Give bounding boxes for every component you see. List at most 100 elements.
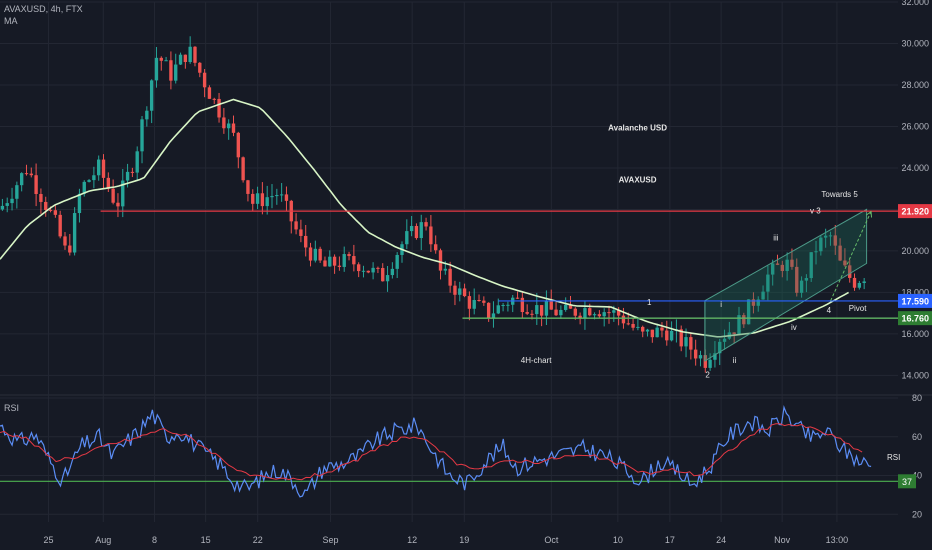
candle-body: [669, 330, 674, 341]
candle-body: [819, 237, 823, 252]
candle-body: [616, 310, 621, 316]
indicator-label-rsi: RSI: [4, 403, 19, 413]
candle-body: [299, 229, 303, 236]
candle-body: [352, 256, 356, 265]
candle-body: [852, 277, 857, 288]
candle-body: [809, 252, 813, 279]
x-tick-label: 12: [407, 535, 417, 545]
candle-body: [111, 188, 115, 203]
candle-body: [477, 300, 481, 302]
trend-channel: [704, 208, 868, 362]
y-tick-label: 14.000: [901, 370, 929, 380]
candle-body: [429, 226, 433, 245]
candle-body: [804, 278, 809, 281]
price-pane: [0, 36, 866, 373]
candle-body: [53, 210, 58, 215]
candle-body: [241, 157, 245, 181]
candle-body: [347, 254, 351, 257]
candle-body: [361, 270, 366, 272]
candle-body: [275, 195, 279, 197]
candle-body: [790, 259, 794, 267]
candle-body: [279, 194, 284, 196]
projection-arrow-head: [865, 210, 873, 218]
candle-body: [63, 236, 67, 246]
candle-body: [563, 304, 568, 310]
candle-body: [419, 222, 423, 239]
candle-body: [106, 177, 111, 189]
candle-body: [318, 248, 322, 261]
candle-body: [332, 256, 337, 266]
candle-body: [491, 313, 496, 318]
candle-body: [592, 314, 597, 316]
candle-body: [342, 254, 346, 267]
rsi-y-tick-label: 20: [912, 509, 922, 519]
candle-body: [520, 297, 525, 313]
candle-body: [795, 266, 799, 293]
rsi-y-tick-label: 60: [912, 432, 922, 442]
candle-body: [337, 265, 342, 267]
candle-body: [140, 119, 144, 152]
candle-body: [19, 173, 24, 186]
candle-body: [97, 159, 101, 176]
candle-body: [862, 281, 866, 284]
x-tick-label: 22: [253, 535, 263, 545]
candle-body: [751, 299, 756, 306]
annotation-text: ii: [733, 356, 737, 365]
y-tick-label: 26.000: [901, 121, 929, 131]
candle-body: [703, 355, 707, 368]
candle-body: [848, 265, 852, 278]
candle-body: [525, 312, 529, 314]
candle-body: [198, 62, 202, 73]
candle-body: [236, 132, 240, 158]
candle-body: [174, 64, 178, 81]
annotation-text: 4: [827, 306, 832, 315]
candle-body: [746, 299, 751, 325]
y-tick-label: 18.000: [901, 287, 929, 297]
candle-body: [385, 275, 390, 282]
candle-body: [486, 302, 491, 318]
candle-body: [154, 57, 159, 81]
candle-body: [448, 268, 452, 286]
candle-body: [756, 299, 760, 306]
candle-body: [828, 235, 833, 237]
candle-body: [621, 315, 626, 324]
candle-body: [684, 337, 688, 347]
candle-body: [255, 193, 260, 204]
candle-body: [549, 300, 553, 310]
candle-body: [823, 235, 828, 238]
candle-body: [356, 264, 361, 272]
candle-body: [390, 268, 395, 276]
candle-body: [159, 57, 163, 61]
candle-body: [34, 175, 38, 195]
candle-body: [284, 194, 289, 201]
rsi-ma-line: [0, 423, 863, 481]
candle-body: [506, 304, 510, 306]
resistance-price-label: 21.920: [901, 207, 929, 217]
candle-body: [626, 323, 630, 325]
annotation-text: 4H-chart: [521, 356, 552, 365]
candle-body: [395, 254, 399, 269]
candle-body: [843, 260, 847, 266]
candle-body: [414, 225, 419, 239]
candle-body: [101, 159, 106, 178]
y-tick-label: 32.000: [901, 0, 929, 7]
candle-body: [602, 312, 606, 317]
candle-body: [799, 280, 804, 293]
candle-body: [328, 256, 332, 267]
x-tick-label: Oct: [544, 535, 559, 545]
x-tick-label: 13:00: [826, 535, 849, 545]
candle-body: [72, 213, 77, 253]
candle-body: [573, 308, 577, 316]
resistance-price-tag: [898, 204, 932, 219]
candle-body: [559, 309, 563, 316]
candle-body: [482, 300, 486, 303]
candle-body: [0, 205, 5, 210]
candle-body: [742, 315, 746, 325]
axes: 32.00030.00028.00026.00024.00022.00020.0…: [43, 0, 932, 545]
candle-body: [125, 171, 130, 181]
candle-body: [496, 305, 500, 314]
candle-body: [515, 297, 520, 299]
